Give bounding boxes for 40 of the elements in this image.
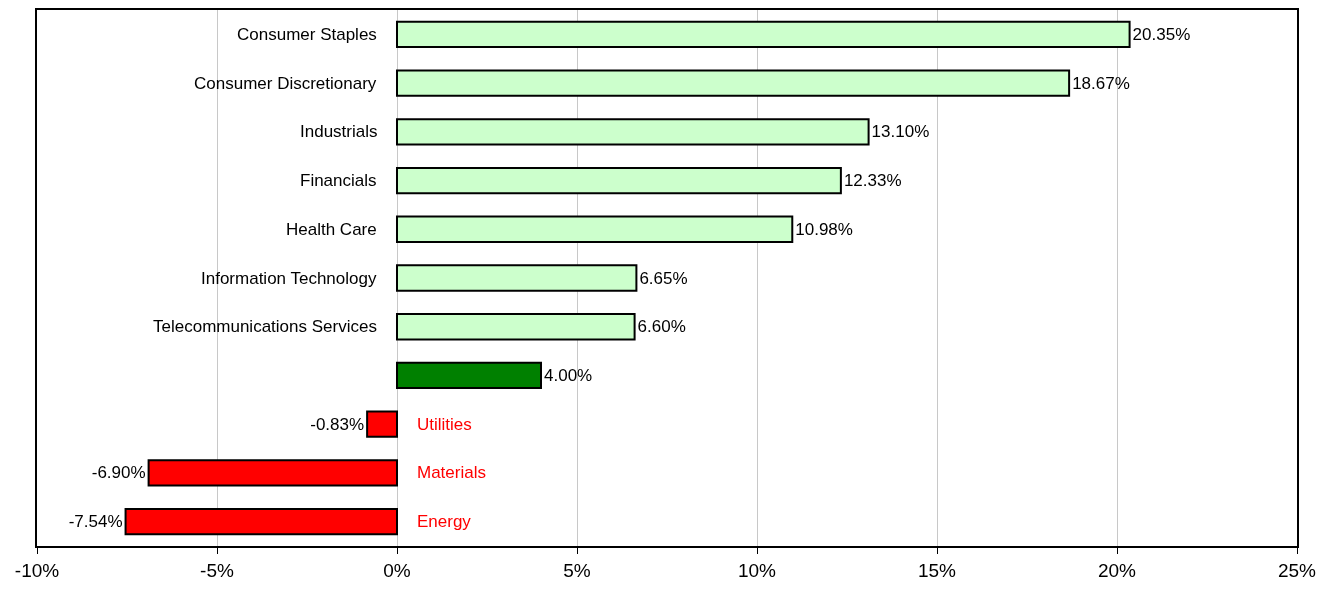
data-label: -6.90% <box>91 463 146 483</box>
x-tick-label: 10% <box>737 559 777 581</box>
data-label: 20.35% <box>1132 24 1191 44</box>
y-tick-label: Health Care <box>286 220 377 239</box>
bar <box>396 215 794 243</box>
data-label: 6.60% <box>637 317 686 337</box>
bar <box>366 410 398 438</box>
x-tick-label: 0% <box>383 559 411 581</box>
data-label: -7.54% <box>68 512 123 532</box>
data-label: -0.83% <box>310 414 365 434</box>
x-tick-label: 5% <box>563 559 591 581</box>
y-tick-label: Energy <box>417 512 472 531</box>
bar <box>396 361 542 390</box>
x-tick-label: 15% <box>917 559 957 581</box>
data-label: 4.00% <box>544 365 593 385</box>
y-tick-label: Materials <box>417 463 486 482</box>
y-tick-label: Consumer Discretionary <box>194 74 377 93</box>
data-label: 12.33% <box>843 171 902 191</box>
x-tick-label: -5% <box>200 559 234 581</box>
bar <box>396 166 842 195</box>
x-tick-label: 25% <box>1277 559 1317 581</box>
bar <box>396 313 636 341</box>
x-tick-label: 20% <box>1097 559 1137 581</box>
bar <box>124 507 398 536</box>
data-label: 10.98% <box>795 219 853 239</box>
bar <box>396 118 870 146</box>
y-tick-label: Information Technology <box>201 269 377 288</box>
y-tick-label: Consumer Staples <box>237 25 377 44</box>
bar <box>396 20 1131 49</box>
bar <box>396 264 638 292</box>
data-label: 13.10% <box>871 122 930 142</box>
data-label: 18.67% <box>1072 73 1130 93</box>
bar <box>396 69 1071 97</box>
bar <box>147 459 398 487</box>
y-tick-label: Financials <box>300 171 377 190</box>
y-tick-label: Utilities <box>417 415 472 434</box>
y-tick-label: Telecommunications Services <box>153 317 377 336</box>
y-tick-label: Industrials <box>300 122 378 141</box>
data-label: 6.65% <box>639 268 688 288</box>
x-tick-label: -10% <box>14 559 60 581</box>
